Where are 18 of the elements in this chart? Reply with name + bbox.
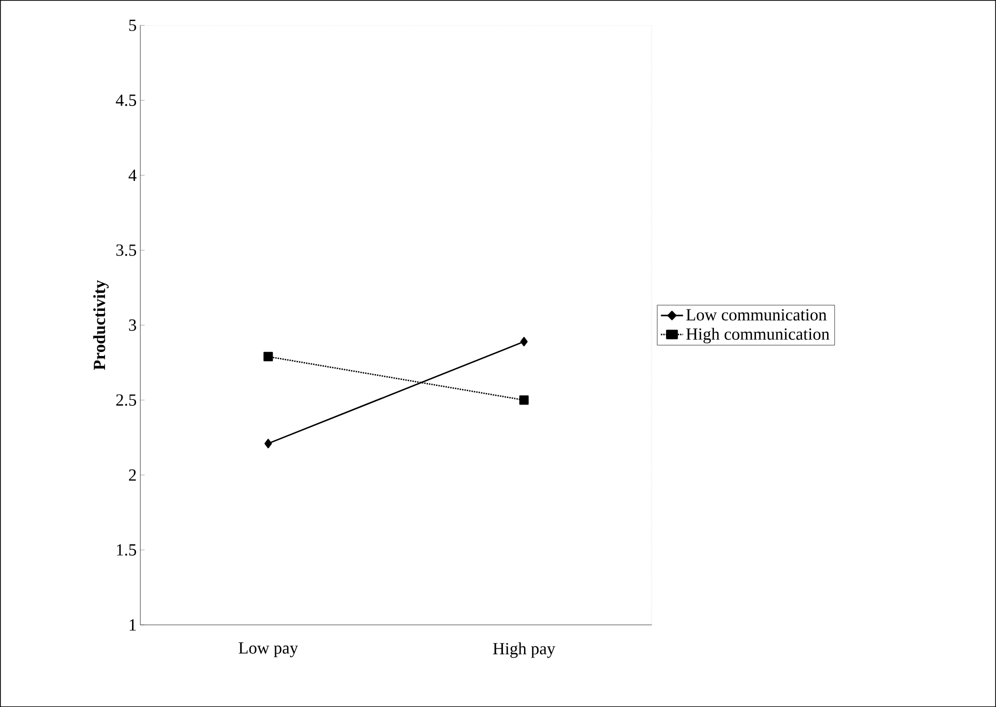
y-tick-label: 5 (129, 20, 136, 31)
point (520, 336, 528, 346)
y-tick-label: 3 (129, 319, 136, 331)
legend-label: High communication (686, 328, 830, 344)
y-axis-title: Productivity (93, 280, 109, 370)
y-tick-label: 1.5 (117, 544, 136, 556)
point (519, 395, 529, 405)
point (264, 438, 272, 448)
x-tick-label: Low pay (238, 642, 298, 658)
y-tick-label: 2.5 (116, 394, 136, 406)
y-tick-label: 4 (128, 170, 136, 181)
y-tick-label: 3.5 (116, 244, 136, 256)
point (263, 352, 273, 362)
y-tick-label: 4.5 (116, 94, 136, 106)
x-tick-label: High pay (493, 642, 556, 658)
y-tick-label: 2 (129, 469, 136, 481)
legend-label: Low communication (686, 309, 827, 320)
y-tick-label: 1 (130, 619, 136, 630)
